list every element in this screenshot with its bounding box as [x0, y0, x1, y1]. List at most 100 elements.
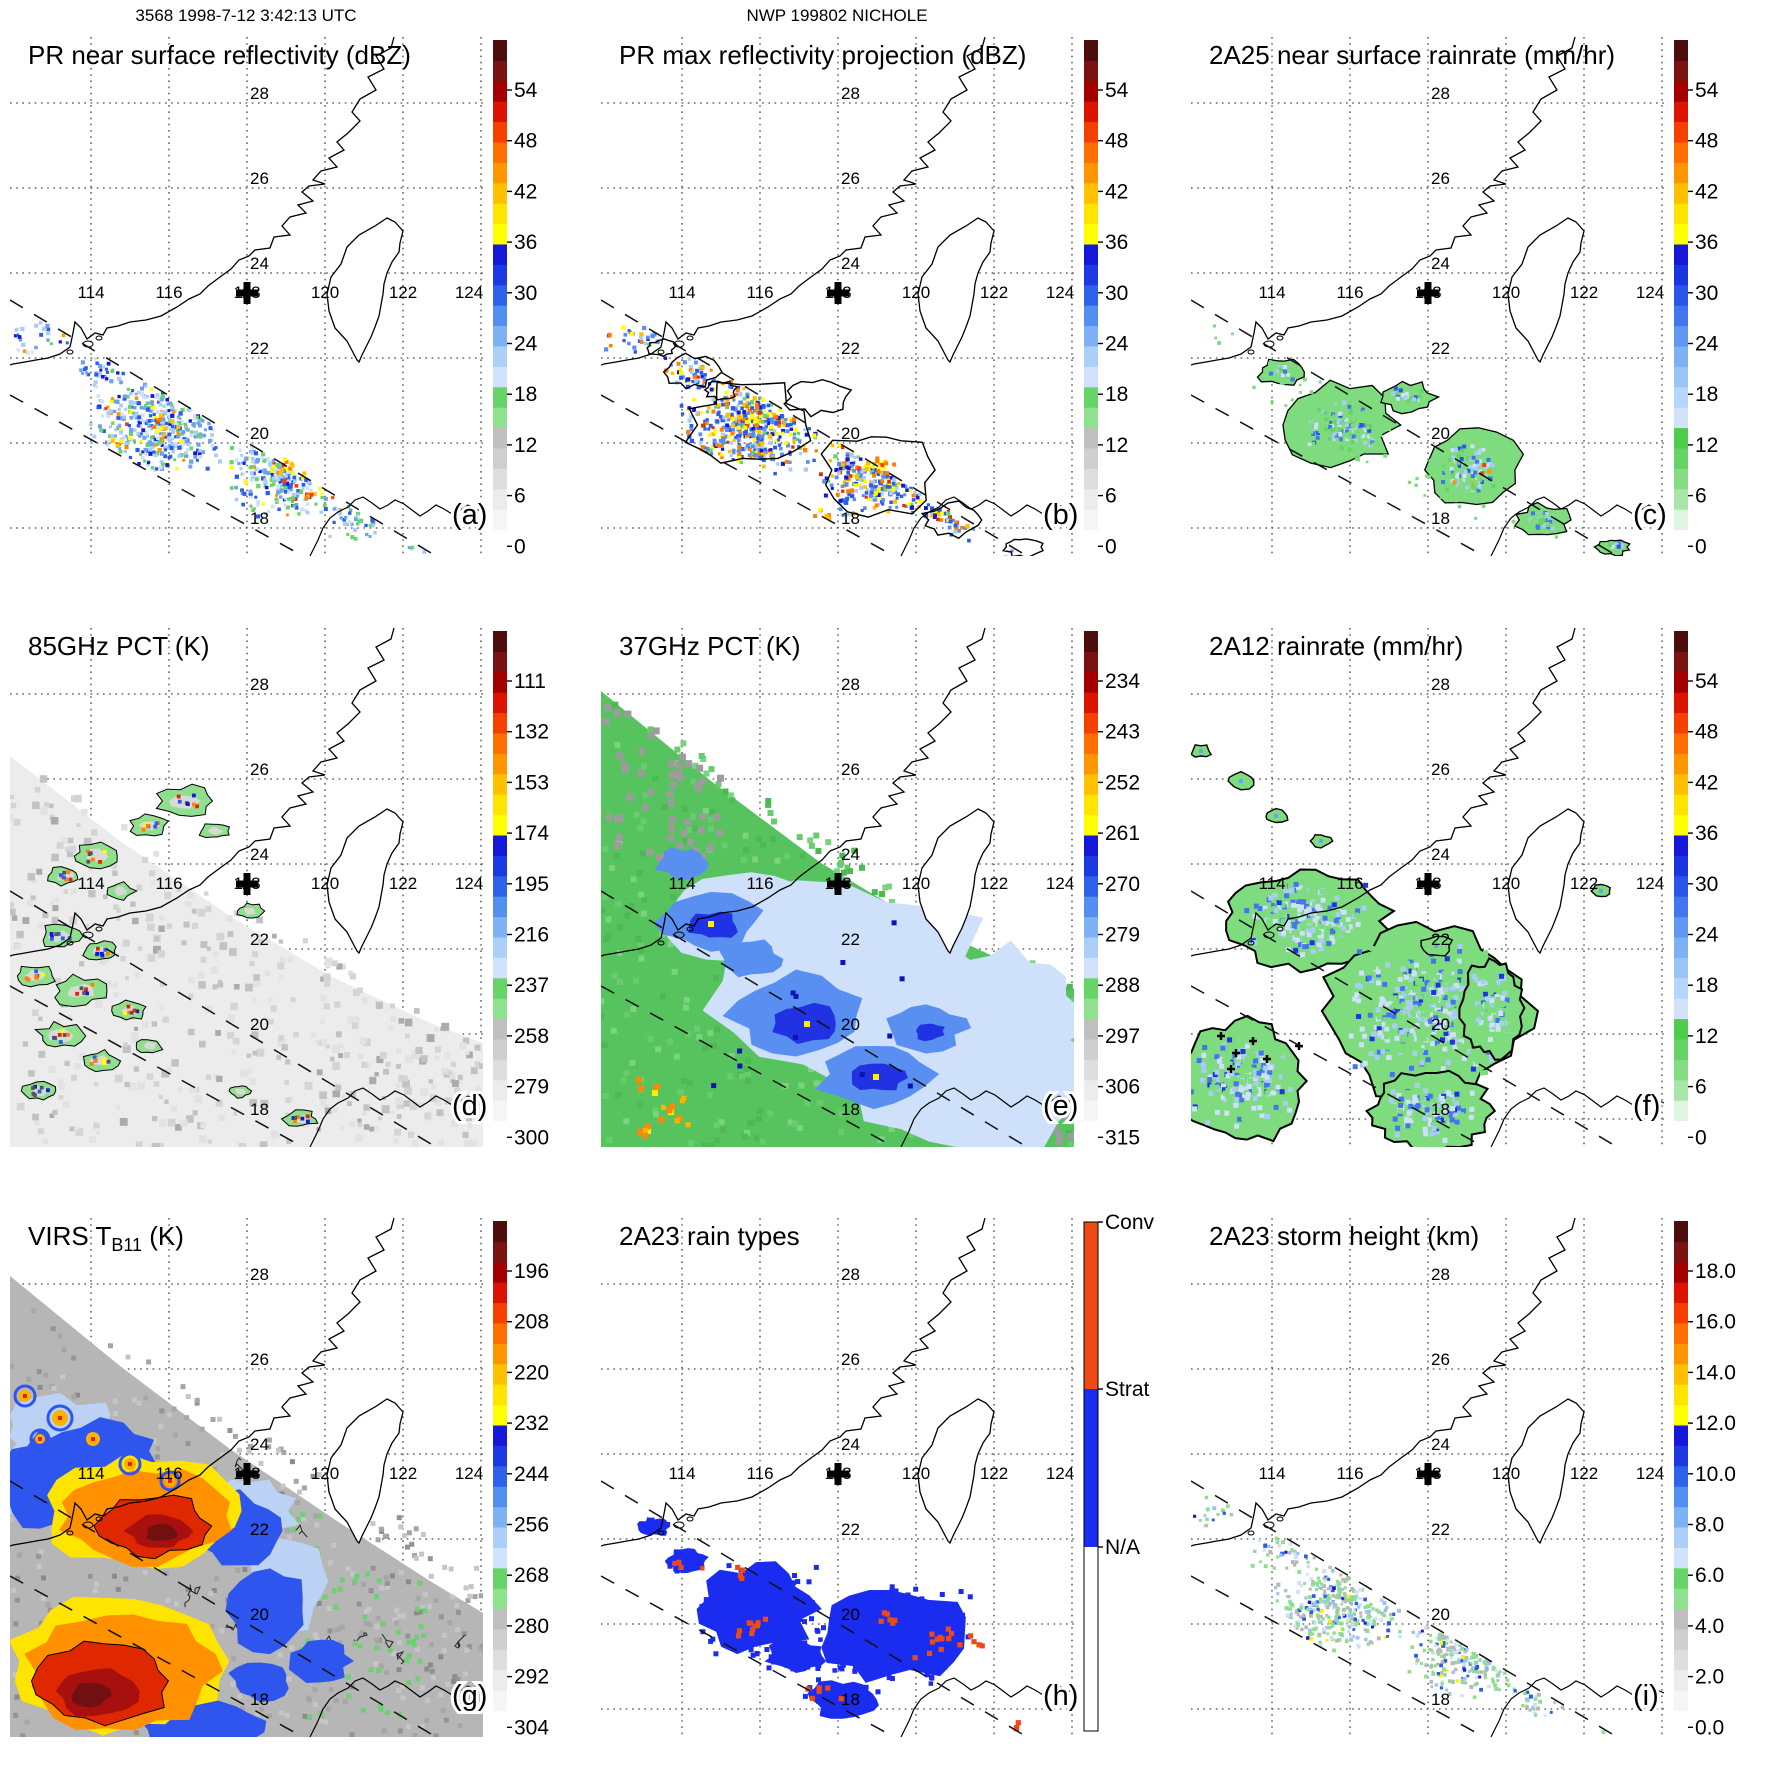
colorbar-tick-label: 18 [1105, 383, 1128, 406]
colorbar-tick-label: 315 [1105, 1126, 1140, 1149]
lat-label: 18 [841, 1100, 860, 1119]
colorbar-tick-label: Strat [1105, 1378, 1150, 1401]
colorbar-tick-label: 24 [1695, 923, 1719, 946]
colorbar-tick-label: 30 [1695, 872, 1718, 895]
colorbar-tick-label: 18 [514, 383, 537, 406]
panel-e: 11411611812012212428262422201837GHz PCT … [591, 591, 1181, 1181]
lat-label: 26 [841, 1350, 860, 1369]
colorbar-tick-label: 6 [514, 485, 526, 508]
data-field-rain25 [1185, 313, 1630, 556]
panel-map-rain25: 1141161181201221242826242220182A25 near … [1181, 0, 1771, 590]
colorbar-tick-label: N/A [1105, 1536, 1140, 1559]
lon-label: 114 [1258, 874, 1285, 893]
lon-label: 116 [155, 1464, 182, 1483]
lon-label: 122 [1570, 1464, 1598, 1483]
colorbar-tick-label: 36 [1105, 231, 1128, 254]
lat-label: 28 [841, 84, 860, 103]
panel-title: 2A23 rain types [619, 1221, 800, 1251]
colorbar-tick-label: 30 [1105, 282, 1128, 305]
lon-label: 122 [389, 1464, 417, 1483]
lon-label: 114 [668, 1464, 695, 1483]
colorbar-tick-label: 232 [514, 1412, 549, 1435]
lat-label: 18 [841, 1690, 860, 1709]
colorbar-tick-label: 18 [1695, 974, 1718, 997]
lat-label: 20 [250, 1015, 269, 1034]
panel-title: 37GHz PCT (K) [619, 631, 801, 661]
colorbar-tick-label: 196 [514, 1260, 549, 1283]
colorbar-tick-label: 304 [514, 1716, 549, 1739]
lat-label: 22 [841, 930, 860, 949]
colorbar-tick-label: 279 [1105, 923, 1140, 946]
colorbar-tick-label: 174 [514, 822, 549, 845]
lon-label: 116 [155, 283, 182, 302]
lat-label: 22 [250, 339, 269, 358]
panel-title: PR max reflectivity projection (dBZ) [619, 40, 1026, 70]
colorbar-tick-label: 261 [1105, 822, 1140, 845]
colorbar-tick-label: 292 [514, 1666, 549, 1689]
colorbar-tick-label: 280 [514, 1615, 549, 1638]
lat-label: 22 [841, 1520, 860, 1539]
colorbar-tick-label: 132 [514, 720, 549, 743]
lat-label: 26 [841, 169, 860, 188]
colorbar-tick-label: 42 [514, 180, 537, 203]
lon-label: 114 [668, 283, 695, 302]
grid-labels: 114116118120122124282624222018 [77, 84, 483, 528]
colorbar-tick-label: 42 [1695, 771, 1718, 794]
colorbar-tick-label: Conv [1105, 1211, 1155, 1234]
panel-map-prmax: 114116118120122124282624222018PR max ref… [591, 0, 1181, 590]
lon-label: 120 [311, 1464, 339, 1483]
lat-label: 26 [1431, 760, 1450, 779]
panel-letter: (e) [1043, 1090, 1078, 1122]
lat-label: 24 [841, 1435, 860, 1454]
lat-label: 20 [1431, 1605, 1450, 1624]
lon-label: 122 [979, 283, 1007, 302]
lat-label: 24 [841, 254, 860, 273]
colorbar-tick-label: 6 [1695, 1075, 1707, 1098]
colorbar-tick-label: 244 [514, 1463, 549, 1486]
lat-label: 20 [1431, 1015, 1450, 1034]
lat-label: 26 [250, 760, 269, 779]
lon-label: 116 [1336, 283, 1363, 302]
colorbar-tick-label: 0 [514, 535, 526, 558]
lat-label: 26 [1431, 169, 1450, 188]
colorbar-tick-label: 36 [1695, 822, 1718, 845]
colorbar-tick-label: 48 [1695, 130, 1718, 153]
lon-label: 114 [77, 1464, 104, 1483]
lon-label: 116 [746, 1464, 773, 1483]
colorbar-tick-label: 243 [1105, 720, 1140, 743]
lat-label: 22 [1431, 930, 1450, 949]
lat-label: 18 [1431, 1690, 1450, 1709]
lon-label: 120 [1492, 1464, 1520, 1483]
swath-edges [1191, 300, 1617, 556]
panel-map-virs: 114116118120122124282624222018VIRS TB11 … [0, 1181, 590, 1771]
panel-a: 114116118120122124282624222018 PR near su… [0, 0, 590, 590]
colorbar-tick-label: 54 [514, 79, 538, 102]
lat-label: 18 [250, 509, 269, 528]
colorbar-tick-label: 30 [514, 282, 537, 305]
panel-letter: (d) [452, 1090, 487, 1122]
colorbar-tick-label: 208 [514, 1311, 549, 1334]
colorbar-tick-label: 6 [1695, 485, 1707, 508]
lat-label: 18 [841, 509, 860, 528]
lon-label: 120 [901, 283, 929, 302]
lon-label: 124 [1045, 283, 1073, 302]
panel-title: VIRS TB11 (K) [28, 1221, 184, 1255]
colorbar-tick-label: 6.0 [1695, 1564, 1724, 1587]
colorbar-tick-label: 268 [514, 1564, 549, 1587]
lat-label: 24 [1431, 1435, 1450, 1454]
colorbar-tick-label: 270 [1105, 872, 1140, 895]
colorbar-tick-label: 111 [514, 670, 546, 693]
colorbar-tick-label: 12 [514, 434, 537, 457]
lat-label: 18 [250, 1100, 269, 1119]
lon-label: 116 [746, 283, 773, 302]
colorbar-tick-label: 6 [1105, 485, 1117, 508]
colorbar-tick-label: 2.0 [1695, 1666, 1724, 1689]
panel-map-pct37: 11411611812012212428262422201837GHz PCT … [591, 591, 1181, 1181]
panel-title: PR near surface reflectivity (dBZ) [28, 40, 411, 70]
lat-label: 26 [250, 169, 269, 188]
colorbar-tick-label: 30 [1695, 282, 1718, 305]
lon-label: 124 [455, 874, 483, 893]
panel-letter: (f) [1633, 1090, 1660, 1122]
